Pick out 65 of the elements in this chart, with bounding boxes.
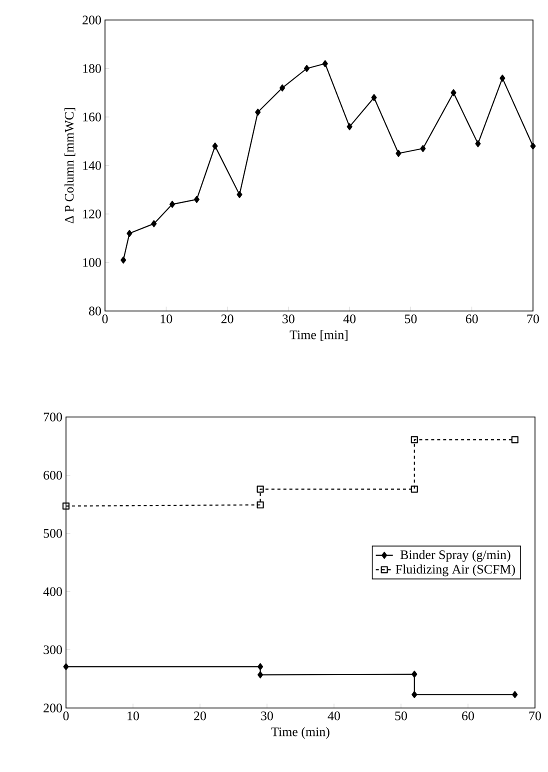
x-tick-label: 0 xyxy=(63,712,69,720)
y-tick-label: 300 xyxy=(44,645,62,654)
point xyxy=(410,486,418,493)
point xyxy=(169,200,176,208)
point xyxy=(62,502,70,510)
y-tick-label: 600 xyxy=(44,470,62,480)
y-tick-label: 140 xyxy=(83,161,101,170)
y-tick-label: 100 xyxy=(83,258,101,267)
x-tick-label: 20 xyxy=(194,712,206,720)
x-axis-title: Time (min) xyxy=(271,727,330,739)
x-tick-label: 70 xyxy=(527,314,539,324)
y-tick-label: 400 xyxy=(43,587,62,596)
y-tick-label: 700 xyxy=(44,412,62,422)
point xyxy=(500,74,506,82)
point xyxy=(420,144,426,152)
y-tick-label: 160 xyxy=(83,112,101,122)
x-tick-label: 50 xyxy=(395,712,407,720)
x-tick-label: 30 xyxy=(261,712,273,720)
y-axis-title: Δ P Column [mmWC] xyxy=(64,108,76,224)
x-tick-label: 40 xyxy=(328,712,340,720)
legend-label: Binder Spray (g/min) xyxy=(400,550,510,562)
x-tick-label: 10 xyxy=(160,314,172,324)
point xyxy=(151,220,157,228)
point xyxy=(258,671,264,678)
point xyxy=(346,123,352,130)
point xyxy=(412,691,418,698)
x-tick-label: 0 xyxy=(102,314,108,324)
x-tick-label: 20 xyxy=(221,314,234,324)
point xyxy=(371,94,377,102)
y-tick-label: 120 xyxy=(83,210,101,218)
point xyxy=(530,142,536,150)
point xyxy=(512,691,518,698)
point xyxy=(412,670,418,678)
point xyxy=(450,89,456,96)
point xyxy=(256,501,264,508)
x-tick-label: 60 xyxy=(466,314,478,324)
x-tick-label: 70 xyxy=(529,712,541,720)
point xyxy=(120,256,126,264)
x-tick-label: 40 xyxy=(343,314,356,324)
point xyxy=(256,486,264,493)
point xyxy=(194,196,200,203)
point xyxy=(258,663,264,670)
point xyxy=(396,150,402,157)
point xyxy=(63,663,69,670)
x-tick-label: 50 xyxy=(404,314,417,324)
point xyxy=(475,140,481,148)
point xyxy=(322,60,328,68)
point xyxy=(236,191,242,198)
legend-label: Fluidizing Air (SCFM) xyxy=(396,564,515,576)
point xyxy=(212,142,218,150)
y-tick-label: 200 xyxy=(82,16,101,24)
x-tick-label: 60 xyxy=(462,712,474,720)
y-tick-label: 200 xyxy=(44,704,62,712)
x-tick-label: 10 xyxy=(128,712,139,720)
point xyxy=(280,84,286,92)
point xyxy=(410,436,418,444)
point xyxy=(126,230,132,237)
point xyxy=(255,108,261,116)
point xyxy=(511,436,518,444)
point xyxy=(304,64,310,72)
y-tick-label: 180 xyxy=(83,64,101,73)
x-tick-label: 30 xyxy=(282,314,294,324)
y-tick-label: 500 xyxy=(44,529,62,538)
x-axis-title: Time [min] xyxy=(290,330,348,341)
y-tick-label: 80 xyxy=(89,306,101,316)
